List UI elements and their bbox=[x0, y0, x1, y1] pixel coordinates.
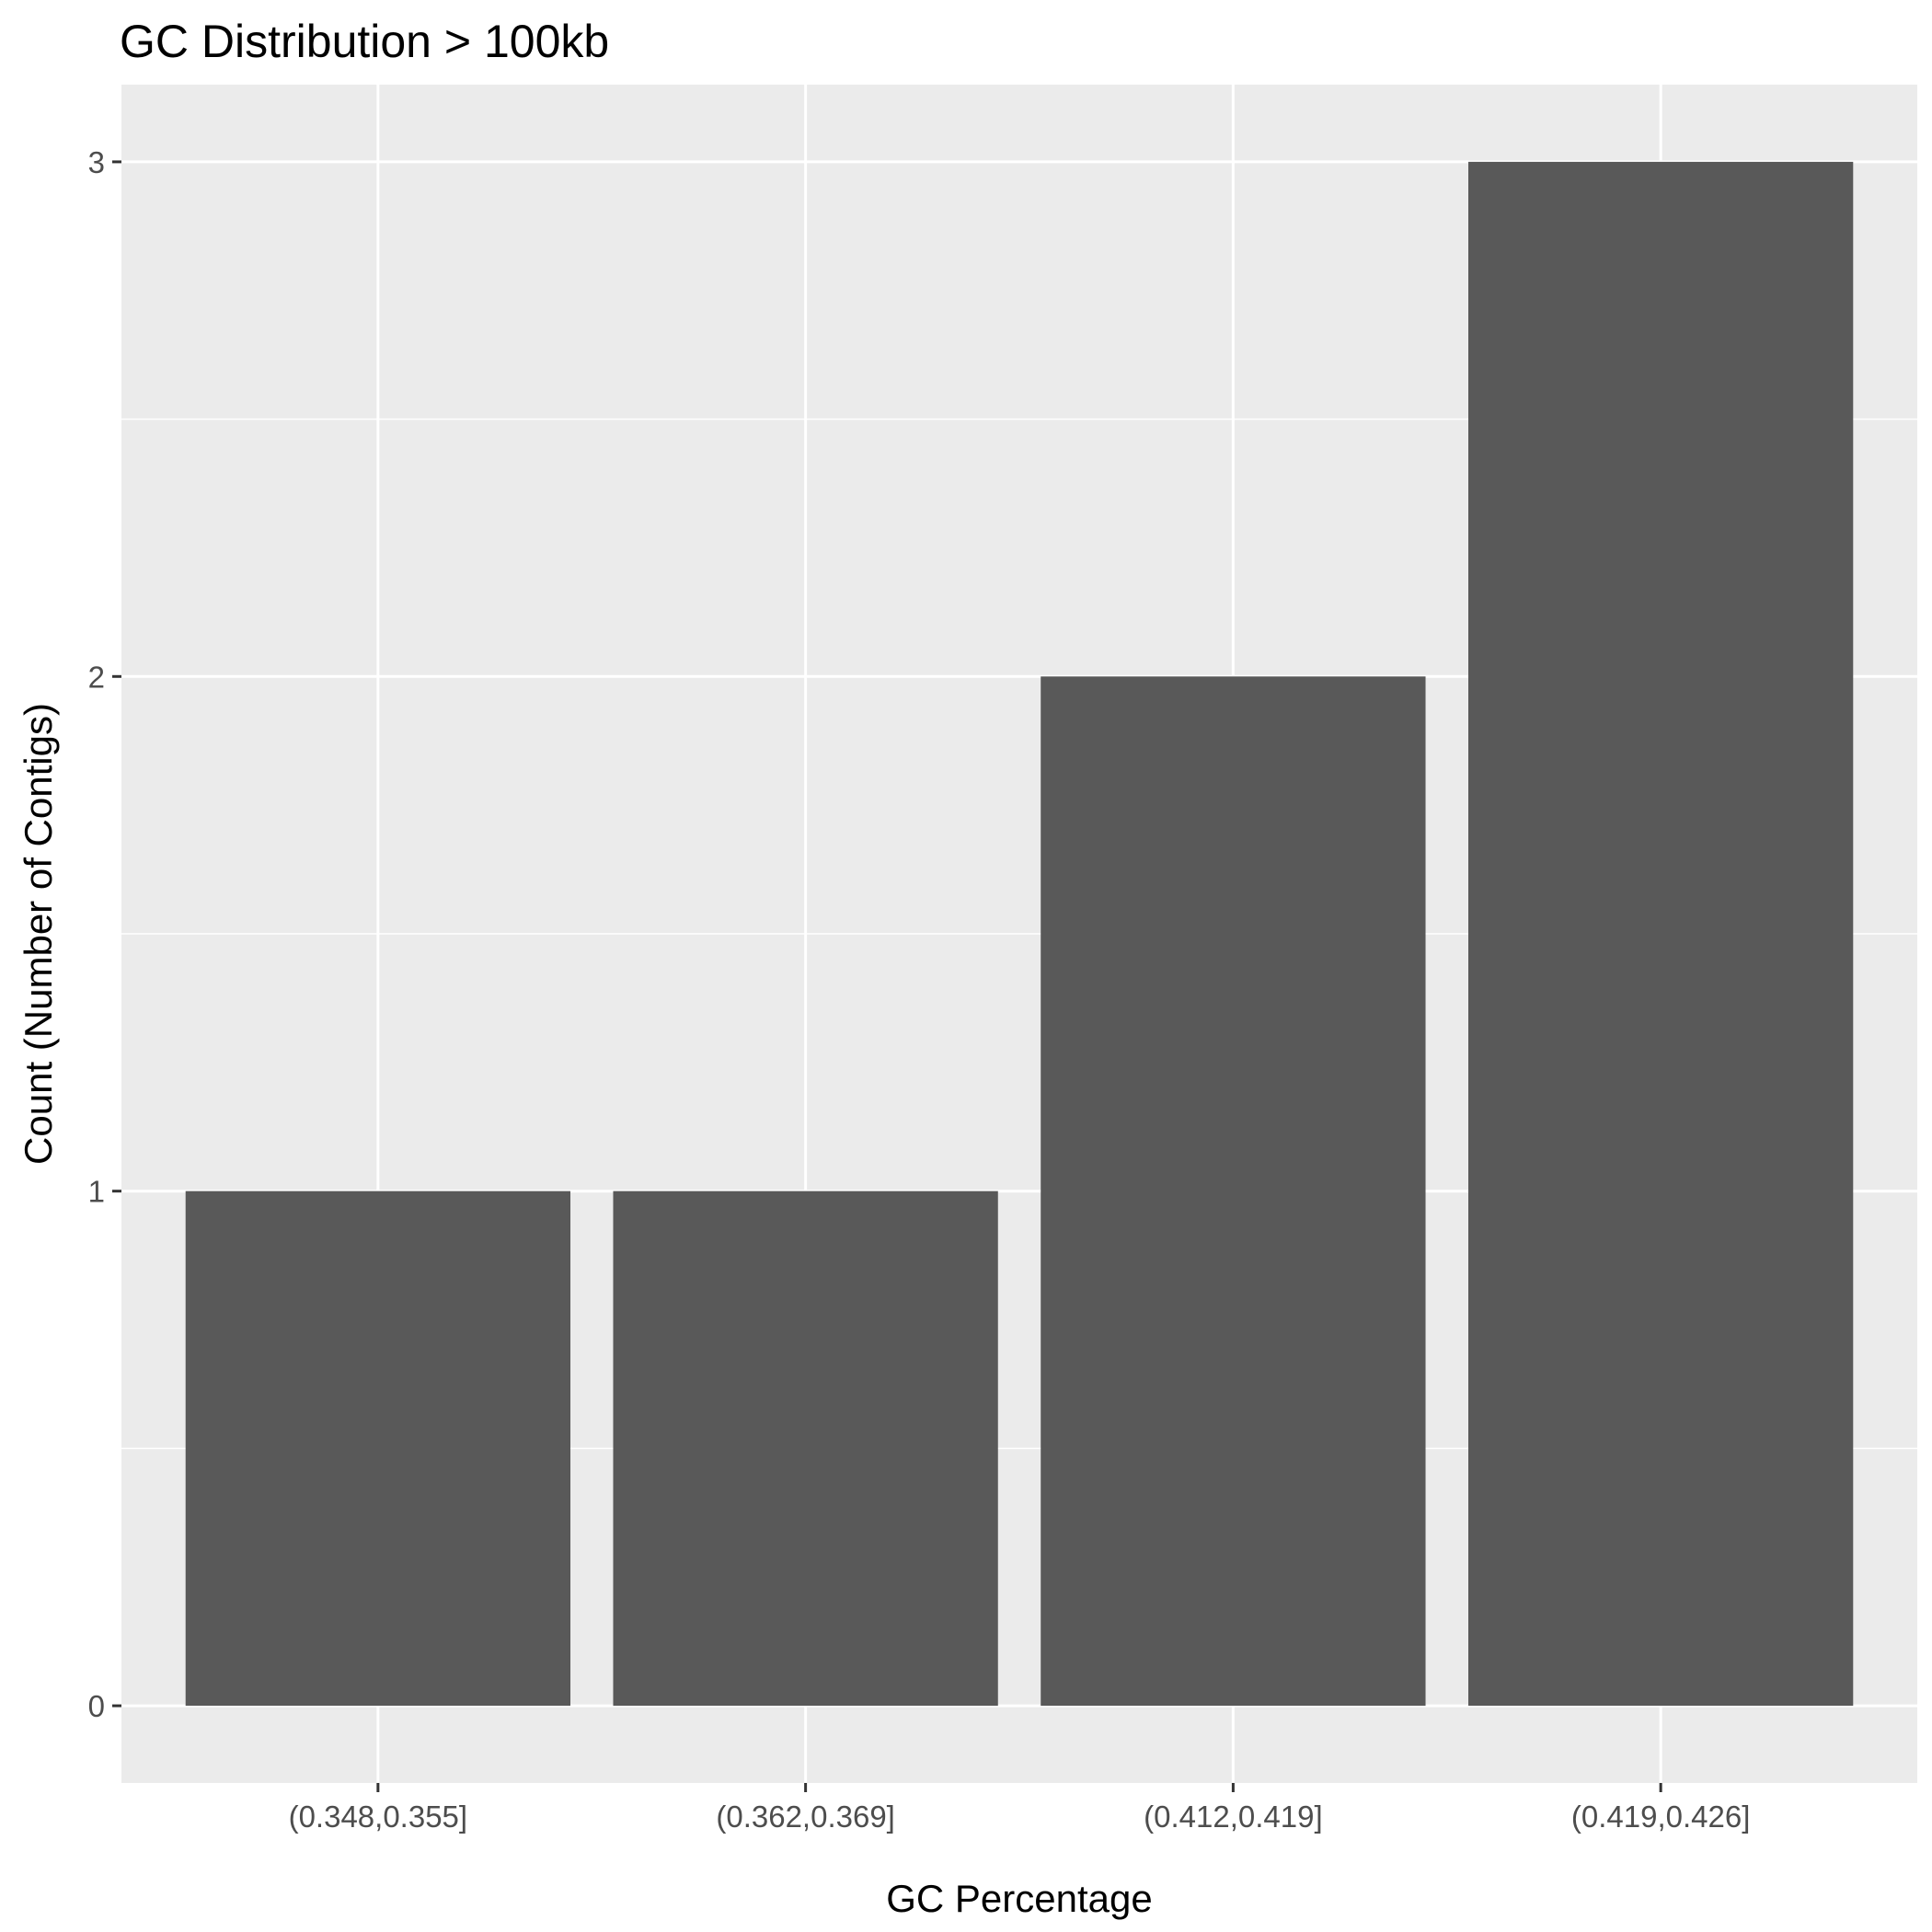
y-axis: 0 1 2 3 bbox=[88, 145, 121, 1723]
bars bbox=[185, 161, 1854, 1707]
bar bbox=[185, 1190, 570, 1707]
x-tick-label: (0.419,0.426] bbox=[1571, 1800, 1751, 1834]
bar bbox=[613, 1190, 998, 1707]
y-tick-label: 1 bbox=[88, 1175, 105, 1209]
y-tick-label: 3 bbox=[88, 145, 105, 179]
x-tick-label: (0.412,0.419] bbox=[1144, 1800, 1323, 1834]
y-axis-title: Count (Number of Contigs) bbox=[17, 703, 60, 1165]
x-axis-title: GC Percentage bbox=[886, 1877, 1153, 1920]
bar bbox=[1468, 161, 1854, 1707]
y-tick-label: 0 bbox=[88, 1689, 105, 1723]
x-axis: (0.348,0.355] (0.362,0.369] (0.412,0.419] (… bbox=[289, 1783, 1751, 1834]
bar bbox=[1041, 676, 1426, 1707]
y-tick-label: 2 bbox=[88, 660, 105, 694]
chart-title: GC Distribution > 100kb bbox=[120, 16, 609, 67]
x-tick-label: (0.348,0.355] bbox=[289, 1800, 468, 1834]
x-tick-label: (0.362,0.369] bbox=[716, 1800, 895, 1834]
